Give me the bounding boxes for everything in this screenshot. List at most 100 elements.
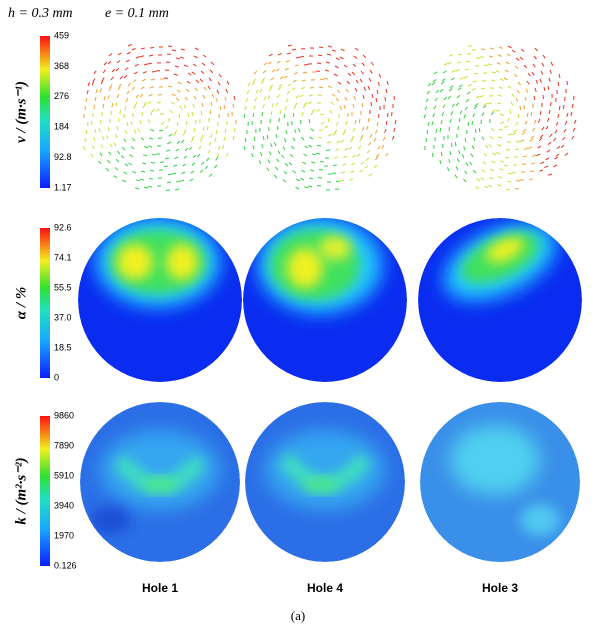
vector-arrow: [180, 180, 184, 181]
vector-arrow: [460, 77, 464, 79]
vector-arrow: [136, 95, 139, 98]
vector-arrow: [245, 106, 246, 110]
vector-arrow: [342, 164, 346, 165]
vector-arrow: [103, 136, 104, 140]
vector-arrow: [132, 48, 136, 50]
vector-arrow: [216, 98, 217, 102]
vector-arrow: [87, 90, 88, 94]
vector-arrow: [141, 171, 145, 172]
vector-arrow: [508, 86, 511, 88]
vector-arrow: [178, 82, 182, 84]
vector-arrow: [181, 172, 185, 174]
vector-arrow: [434, 106, 436, 109]
vector-arrow: [491, 128, 494, 131]
vector-arrow: [94, 105, 95, 109]
vector-arrow: [475, 129, 476, 133]
vector-arrow: [168, 174, 172, 175]
vector-arrow: [336, 98, 339, 101]
vector-arrow: [209, 174, 212, 177]
vector-arrow: [261, 81, 264, 84]
vector-arrow: [492, 153, 496, 155]
vector-arrow: [108, 61, 111, 64]
vector-arrow: [424, 114, 426, 118]
vector-arrow: [483, 161, 486, 164]
vector-arrow: [474, 73, 478, 74]
vector-arrow: [211, 134, 212, 138]
vector-arrow: [295, 65, 299, 66]
vector-arrow: [524, 148, 528, 149]
vector-arrow: [474, 137, 475, 141]
vector-arrow: [96, 89, 97, 93]
vector-arrow: [134, 130, 136, 133]
vector-arrow: [292, 88, 295, 90]
vector-arrow: [324, 78, 328, 79]
vector-arrow: [440, 89, 443, 92]
vector-arrow: [275, 167, 278, 170]
vector-arrow: [114, 143, 116, 146]
vector-arrow: [458, 88, 461, 90]
vector-arrow: [117, 126, 118, 130]
vector-arrow: [219, 74, 221, 77]
vector-arrow: [218, 82, 220, 85]
vector-arrow: [440, 160, 441, 164]
colorbar-tick-label: 0: [54, 372, 59, 382]
vector-arrow: [144, 64, 148, 65]
vector-arrow: [116, 102, 117, 106]
vector-arrow: [189, 147, 192, 150]
vector-arrow: [450, 86, 453, 88]
vector-arrow: [508, 134, 512, 135]
vector-arrow: [107, 135, 108, 139]
vector-arrow: [118, 87, 120, 90]
vector-arrow: [368, 86, 370, 90]
vector-arrow: [536, 80, 538, 84]
vector-arrow: [357, 154, 360, 156]
vector-arrow: [142, 163, 146, 164]
vector-arrow: [263, 70, 266, 73]
vector-arrow: [378, 82, 379, 86]
vector-arrow: [523, 156, 527, 157]
vector-arrow: [457, 95, 460, 98]
vector-arrow: [547, 150, 550, 152]
vector-arrow: [441, 152, 442, 156]
vector-arrow: [283, 147, 285, 150]
vector-arrow: [383, 137, 385, 141]
vector-arrow: [304, 154, 307, 156]
vector-arrow: [341, 49, 345, 51]
vector-arrow: [177, 141, 180, 144]
vector-arrow: [149, 138, 153, 139]
vector-arrow: [214, 165, 217, 168]
vector-arrow: [183, 132, 185, 135]
vector-arrow: [108, 95, 109, 99]
vector-arrow: [488, 103, 492, 104]
vector-arrow: [126, 98, 128, 102]
vector-arrow: [442, 112, 444, 116]
vector-arrow: [355, 48, 358, 50]
vector-arrow: [449, 88, 452, 91]
vector-arrow: [317, 63, 321, 64]
vector-arrow: [86, 130, 87, 134]
vector-arrow: [361, 162, 364, 164]
vector-arrow: [294, 73, 298, 74]
vector-arrow: [480, 96, 484, 97]
vector-arrow: [192, 72, 195, 74]
vector-arrow: [572, 136, 574, 139]
vector-arrow: [286, 99, 288, 102]
vector-arrow: [436, 90, 439, 93]
vector-arrow: [234, 128, 235, 132]
vector-arrow: [285, 68, 289, 70]
vector-arrow: [310, 170, 314, 171]
vector-arrow: [490, 136, 493, 139]
vector-arrow: [308, 145, 312, 147]
vector-arrow: [305, 146, 308, 148]
vector-arrow: [523, 129, 526, 132]
vector-arrow: [444, 63, 448, 65]
vector-arrow: [309, 119, 310, 123]
vector-arrow: [499, 129, 503, 130]
vector-arrow: [385, 97, 386, 101]
vector-arrow: [427, 130, 428, 134]
vector-arrow: [526, 89, 528, 93]
vector-arrow: [150, 87, 154, 88]
vector-arrow: [541, 71, 543, 75]
vector-arrow: [168, 86, 172, 87]
vector-arrow: [259, 160, 261, 164]
